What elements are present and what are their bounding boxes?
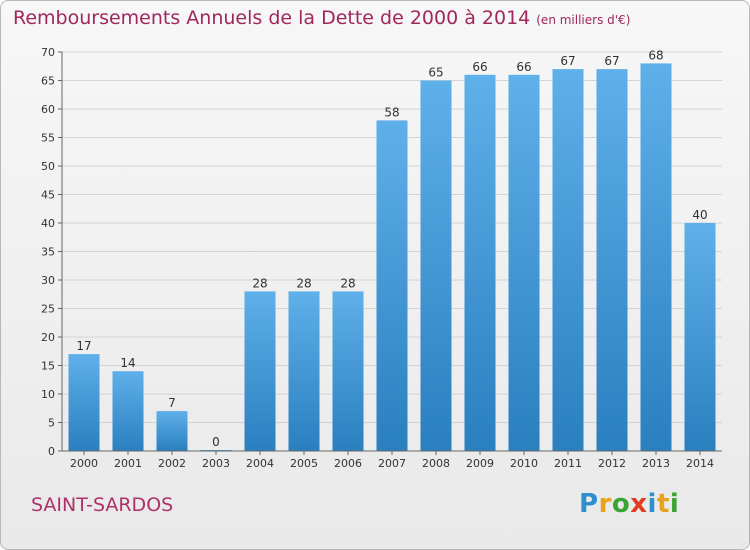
bar-2000 <box>68 354 100 451</box>
value-label-2003: 0 <box>212 435 220 449</box>
y-tick-label: 30 <box>41 274 55 287</box>
unit-subtitle: (en milliers d'€) <box>536 13 631 27</box>
x-tick-label-2009: 2009 <box>466 457 494 470</box>
x-tick-label-2002: 2002 <box>158 457 186 470</box>
value-label-2010: 66 <box>516 60 531 74</box>
value-label-2005: 28 <box>296 276 311 290</box>
x-tick-label-2000: 2000 <box>70 457 98 470</box>
x-tick-label-2003: 2003 <box>202 457 230 470</box>
x-tick-label-2004: 2004 <box>246 457 274 470</box>
proxiti-logo: Proxiti <box>579 489 679 519</box>
bar-2008 <box>420 80 452 451</box>
bar-2012 <box>596 69 628 451</box>
y-tick-label: 55 <box>41 132 55 145</box>
logo-letter: r <box>598 489 612 519</box>
y-tick-label: 60 <box>41 103 55 116</box>
bar-2007 <box>376 120 408 452</box>
logo-letter: i <box>647 489 657 519</box>
value-label-2006: 28 <box>340 276 355 290</box>
y-tick-label: 45 <box>41 189 55 202</box>
value-label-2004: 28 <box>252 276 267 290</box>
y-tick-label: 15 <box>41 360 55 373</box>
x-tick-label-2010: 2010 <box>510 457 538 470</box>
value-label-2000: 17 <box>76 339 91 353</box>
logo-letter: P <box>579 489 599 519</box>
bar-2006 <box>332 291 364 451</box>
logo-letter: x <box>630 489 648 519</box>
y-tick-label: 20 <box>41 331 55 344</box>
value-label-2001: 14 <box>120 356 135 370</box>
value-labels: 17 14 7 0 28 28 28 58 65 66 66 67 67 68 40 <box>76 48 707 449</box>
bar-2005 <box>288 291 320 451</box>
bar-2014 <box>684 223 716 451</box>
bar-2004 <box>244 291 276 451</box>
x-tick-label-2011: 2011 <box>554 457 582 470</box>
bar-2002 <box>156 411 188 451</box>
x-tick-label-2008: 2008 <box>422 457 450 470</box>
logo-letter: o <box>611 489 631 519</box>
y-tick-label: 25 <box>41 303 55 316</box>
logo-letter: t <box>656 489 670 519</box>
x-tick-label-2005: 2005 <box>290 457 318 470</box>
value-label-2002: 7 <box>168 396 176 410</box>
y-tick-label: 5 <box>48 417 55 430</box>
value-label-2011: 67 <box>560 54 575 68</box>
x-tick-label-2007: 2007 <box>378 457 406 470</box>
chart-title: Remboursements Annuels de la Dette de 20… <box>13 7 630 29</box>
bar-2001 <box>112 371 144 451</box>
logo-letter: i <box>669 489 680 519</box>
x-tick-label-2001: 2001 <box>114 457 142 470</box>
y-tick-label: 70 <box>41 46 55 59</box>
value-label-2014: 40 <box>692 208 707 222</box>
bar-2013 <box>640 63 672 452</box>
x-tick-label-2014: 2014 <box>686 457 714 470</box>
y-tick-label: 0 <box>48 445 55 458</box>
value-label-2009: 66 <box>472 60 487 74</box>
value-label-2012: 67 <box>604 54 619 68</box>
commune-name: SAINT-SARDOS <box>31 494 174 516</box>
y-tick-label: 50 <box>41 160 55 173</box>
chart-title-text: Remboursements Annuels de la Dette de 20… <box>13 7 531 29</box>
y-tick-label: 65 <box>41 75 55 88</box>
value-label-2008: 65 <box>428 66 443 80</box>
bar-2009 <box>464 74 496 452</box>
bar-2010 <box>508 74 540 452</box>
bars <box>68 63 716 452</box>
value-label-2013: 68 <box>648 48 663 62</box>
y-tick-label: 35 <box>41 246 55 259</box>
y-tick-label: 10 <box>41 388 55 401</box>
value-label-2007: 58 <box>384 105 399 119</box>
x-tick-label-2012: 2012 <box>598 457 626 470</box>
x-tick-label-2013: 2013 <box>642 457 670 470</box>
y-tick-label: 40 <box>41 217 55 230</box>
x-tick-label-2006: 2006 <box>334 457 362 470</box>
bar-2011 <box>552 69 584 451</box>
